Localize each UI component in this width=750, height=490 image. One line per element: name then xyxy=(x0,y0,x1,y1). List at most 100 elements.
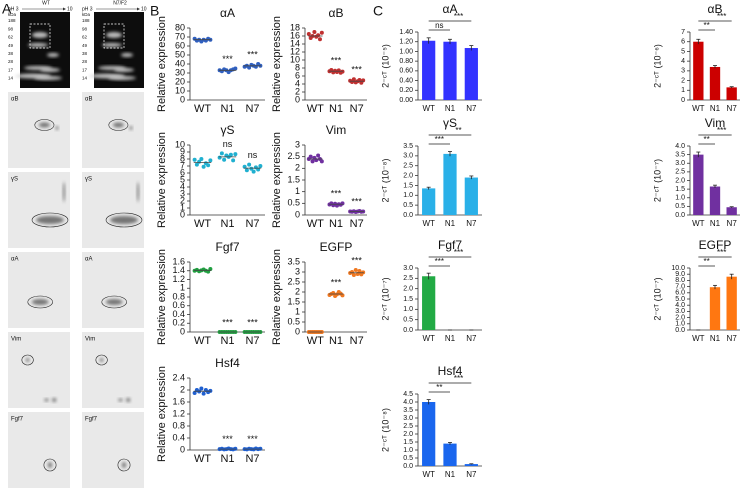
data-point xyxy=(222,157,227,162)
significance: ** xyxy=(704,21,710,30)
x-tick-label: N7 xyxy=(727,334,738,343)
y-tick-label: 8 xyxy=(180,153,185,163)
significance: *** xyxy=(717,248,726,257)
panel-label: B xyxy=(150,3,159,19)
y-axis-label: 2⁻ᶜᵀ (10⁻⁸) xyxy=(380,159,390,203)
blot-image xyxy=(8,172,70,248)
y-tick-label: 2.0 xyxy=(403,286,413,293)
y-tick-label: 1.5 xyxy=(403,182,413,189)
blot-label: Vim xyxy=(11,337,21,343)
y-tick-label: 1.2 xyxy=(172,274,185,284)
mw-marker: 38 xyxy=(8,51,14,56)
y-tick-label: 0.5 xyxy=(675,203,685,210)
x-tick-label: N7 xyxy=(466,219,477,228)
ph-start: pH 3 xyxy=(82,6,93,12)
y-tick-label: 0.0 xyxy=(675,327,685,334)
x-tick-label: N1 xyxy=(445,470,456,479)
gel-spot xyxy=(47,53,59,57)
blot-spot xyxy=(112,122,124,128)
blot-spot xyxy=(110,216,138,224)
blot-label: γS xyxy=(85,177,92,183)
y-axis-label: Relative expression xyxy=(271,249,283,345)
y-tick-label: 12 xyxy=(290,46,300,56)
x-tick-label: N7 xyxy=(466,334,477,343)
y-tick-label: 1.5 xyxy=(403,439,413,446)
data-point xyxy=(308,154,313,159)
y-tick-label: 1 xyxy=(295,186,300,196)
x-tick-label: N7 xyxy=(466,104,477,113)
data-point xyxy=(361,78,366,83)
blot-label: αA xyxy=(11,257,18,263)
y-tick-label: 5.0 xyxy=(675,296,685,303)
data-point xyxy=(194,162,199,167)
blot-image xyxy=(82,252,144,328)
mw-unit: kDa xyxy=(82,12,90,17)
x-tick-label: N7 xyxy=(727,219,738,228)
blot-spot xyxy=(52,398,57,402)
y-tick-label: 1.20 xyxy=(399,39,413,46)
data-point xyxy=(316,153,321,158)
significance: *** xyxy=(222,54,233,64)
significance: ** xyxy=(704,257,710,266)
x-tick-label: N1 xyxy=(445,334,456,343)
y-tick-label: 0.4 xyxy=(172,432,185,442)
x-tick-label: N1 xyxy=(445,219,456,228)
y-tick-label: 40 xyxy=(175,58,185,68)
y-tick-label: 1.40 xyxy=(399,29,413,36)
y-tick-label: 3 xyxy=(681,68,685,75)
data-point xyxy=(219,151,224,156)
y-axis-label: Relative expression xyxy=(271,132,283,228)
blot-image xyxy=(8,252,70,328)
chart-title: Hsf4 xyxy=(215,356,240,370)
y-tick-label: 6 xyxy=(681,39,685,46)
data-point xyxy=(340,201,345,206)
y-tick-label: 1.5 xyxy=(287,296,300,306)
mw-marker: 49 xyxy=(8,43,14,48)
mw-marker: 62 xyxy=(8,35,14,40)
data-point xyxy=(319,159,324,164)
y-tick-label: 2.5 xyxy=(403,423,413,430)
y-tick-label: 1.0 xyxy=(403,192,413,199)
data-point xyxy=(353,268,358,272)
chart-title: Hsf4 xyxy=(438,364,463,378)
y-tick-label: 10 xyxy=(290,54,300,64)
data-point xyxy=(317,37,322,42)
data-point xyxy=(310,159,315,164)
y-axis-label: Relative expression xyxy=(271,16,283,112)
mw-marker: 49 xyxy=(82,43,88,48)
mw-marker: 28 xyxy=(82,59,88,64)
chart-title: αB xyxy=(329,6,344,20)
y-axis-label: Relative expression xyxy=(156,132,168,228)
x-tick-label: N1 xyxy=(220,335,234,347)
y-tick-label: 18 xyxy=(290,22,300,32)
y-axis-label: 2⁻ᶜᵀ (10⁻⁵) xyxy=(380,44,390,88)
significance: *** xyxy=(331,189,342,199)
y-tick-label: 1.5 xyxy=(675,186,685,193)
significance: *** xyxy=(331,55,342,65)
x-tick-label: N7 xyxy=(245,335,259,347)
gel-roi xyxy=(29,23,51,49)
y-tick-label: 0.20 xyxy=(399,87,413,94)
y-tick-label: 4 xyxy=(681,58,685,65)
y-tick-label: 7.0 xyxy=(675,283,685,290)
bar xyxy=(709,66,721,100)
blot-image xyxy=(82,92,144,168)
blot-spot xyxy=(38,122,51,128)
x-tick-label: N1 xyxy=(710,104,721,113)
x-tick-label: N1 xyxy=(710,334,721,343)
y-tick-label: 20 xyxy=(175,76,185,86)
chart-title: EGFP xyxy=(699,238,732,252)
data-point xyxy=(251,169,256,174)
y-tick-label: 2 xyxy=(681,77,685,84)
bar xyxy=(726,276,737,330)
gel-spot xyxy=(28,43,48,47)
y-axis-label: Relative expression xyxy=(156,16,168,112)
gel-spot xyxy=(34,76,62,80)
data-point xyxy=(316,33,321,38)
bar xyxy=(693,41,704,100)
significance: ns xyxy=(223,139,233,149)
blot-spot xyxy=(129,126,133,130)
y-tick-label: 10 xyxy=(175,139,185,149)
blot-circle xyxy=(43,458,57,472)
mw-marker: 14 xyxy=(82,76,88,81)
